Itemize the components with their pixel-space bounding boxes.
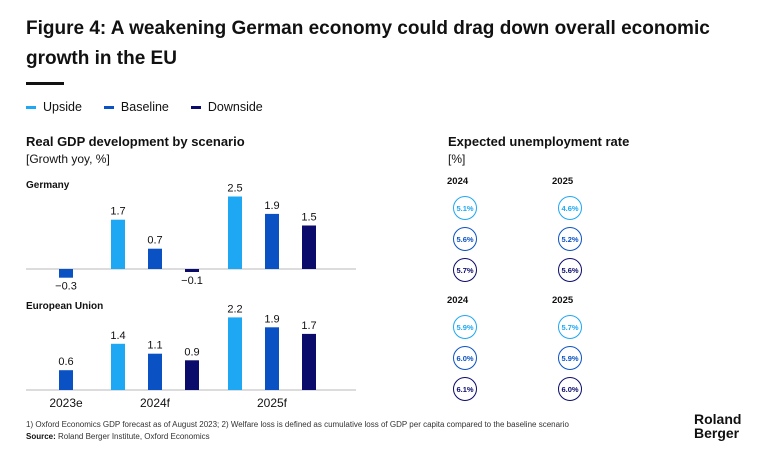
germany-bar-upside-2025f: [228, 196, 242, 269]
legend-item-baseline: Baseline: [103, 100, 169, 114]
germany-bar-upside-2024f: [111, 219, 125, 269]
unemployment-circle: 5.2%: [558, 227, 582, 251]
eu-label-baseline-2025f: 1.9: [264, 313, 279, 325]
germany-label-upside-2024f: 1.7: [110, 206, 125, 218]
eu-bar-downside-2024f: [185, 360, 199, 390]
legend-label-baseline: Baseline: [120, 100, 169, 114]
gdp-unit: [Growth yoy, %]: [26, 152, 110, 166]
eu-bar-baseline-2023e: [59, 370, 73, 390]
germany-label-upside-2025f: 2.5: [227, 183, 242, 195]
unemployment-circle: 6.0%: [558, 377, 582, 401]
unemployment-circle: 5.6%: [453, 227, 477, 251]
germany-bar-downside-2025f: [302, 225, 316, 269]
x-tick-2023e: 2023e: [49, 396, 83, 410]
legend-label-downside: Downside: [207, 100, 263, 114]
germany-label-downside-2025f: 1.5: [301, 212, 316, 224]
title-underline: [26, 82, 64, 85]
x-tick-2025f: 2025f: [257, 396, 288, 410]
germany-label-downside-2024f: −0.1: [181, 275, 203, 287]
eu-bar-upside-2025f: [228, 317, 242, 390]
germany-bar-downside-2024f: [185, 269, 199, 272]
germany-label-baseline-2024f: 0.7: [147, 235, 162, 247]
unemployment-year-2024: 2024: [447, 295, 469, 306]
unemployment-unit: [%]: [448, 152, 466, 166]
eu-label-baseline-2024f: 1.1: [147, 340, 162, 352]
legend-swatch-baseline: [103, 105, 114, 109]
footnote: 1) Oxford Economics GDP forecast as of A…: [26, 420, 569, 429]
logo-line-1: Roland: [694, 411, 742, 427]
eu-label-downside-2024f: 0.9: [184, 346, 199, 358]
legend-item-upside: Upside: [26, 100, 82, 114]
legend: Upside Baseline Downside: [26, 100, 263, 114]
logo-line-2: Berger: [694, 425, 740, 441]
germany-label-baseline-2023e: −0.3: [55, 281, 77, 293]
eu-bar-baseline-2025f: [265, 327, 279, 390]
unemployment-circle: 5.6%: [558, 258, 582, 282]
eu-panel-label: European Union: [26, 301, 104, 312]
figure-title: Figure 4: A weakening German economy cou…: [26, 18, 710, 69]
germany-label-baseline-2025f: 1.9: [264, 200, 279, 212]
germany-bar-baseline-2023e: [59, 269, 73, 278]
legend-item-downside: Downside: [190, 100, 263, 114]
germany-bar-baseline-2024f: [148, 248, 162, 269]
germany-bar-baseline-2025f: [265, 213, 279, 269]
source-label: Source:: [26, 432, 56, 441]
unemployment-heading: Expected unemployment rate: [448, 134, 630, 149]
unemployment-circle: 5.7%: [558, 315, 582, 339]
unemployment-year-2024: 2024: [447, 176, 469, 187]
source-text: Roland Berger Institute, Oxford Economic…: [55, 432, 210, 441]
unemployment-circle: 6.0%: [453, 346, 477, 370]
eu-bar-upside-2024f: [111, 343, 125, 390]
unemployment-circle: 4.6%: [558, 196, 582, 220]
unemployment-circle: 6.1%: [453, 377, 477, 401]
legend-swatch-downside: [190, 105, 201, 109]
legend-label-upside: Upside: [43, 100, 82, 114]
unemployment-circle: 5.1%: [453, 196, 477, 220]
eu-label-downside-2025f: 1.7: [301, 320, 316, 332]
unemployment-circle: 5.9%: [453, 315, 477, 339]
legend-swatch-upside: [26, 105, 36, 109]
eu-bar-baseline-2024f: [148, 353, 162, 390]
eu-label-upside-2024f: 1.4: [110, 330, 125, 342]
x-tick-2024f: 2024f: [140, 396, 171, 410]
unemployment-circle: 5.9%: [558, 346, 582, 370]
eu-label-upside-2025f: 2.2: [227, 303, 242, 315]
germany-panel-label: Germany: [26, 180, 70, 191]
gdp-heading: Real GDP development by scenario: [26, 134, 245, 149]
unemployment-year-2025: 2025: [552, 295, 574, 306]
unemployment-circle: 5.7%: [453, 258, 477, 282]
source-line: Source: Roland Berger Institute, Oxford …: [26, 432, 210, 441]
roland-berger-logo: Roland Berger: [694, 412, 741, 440]
eu-bar-downside-2025f: [302, 333, 316, 390]
eu-label-baseline-2023e: 0.6: [58, 356, 73, 368]
unemployment-year-2025: 2025: [552, 176, 574, 187]
